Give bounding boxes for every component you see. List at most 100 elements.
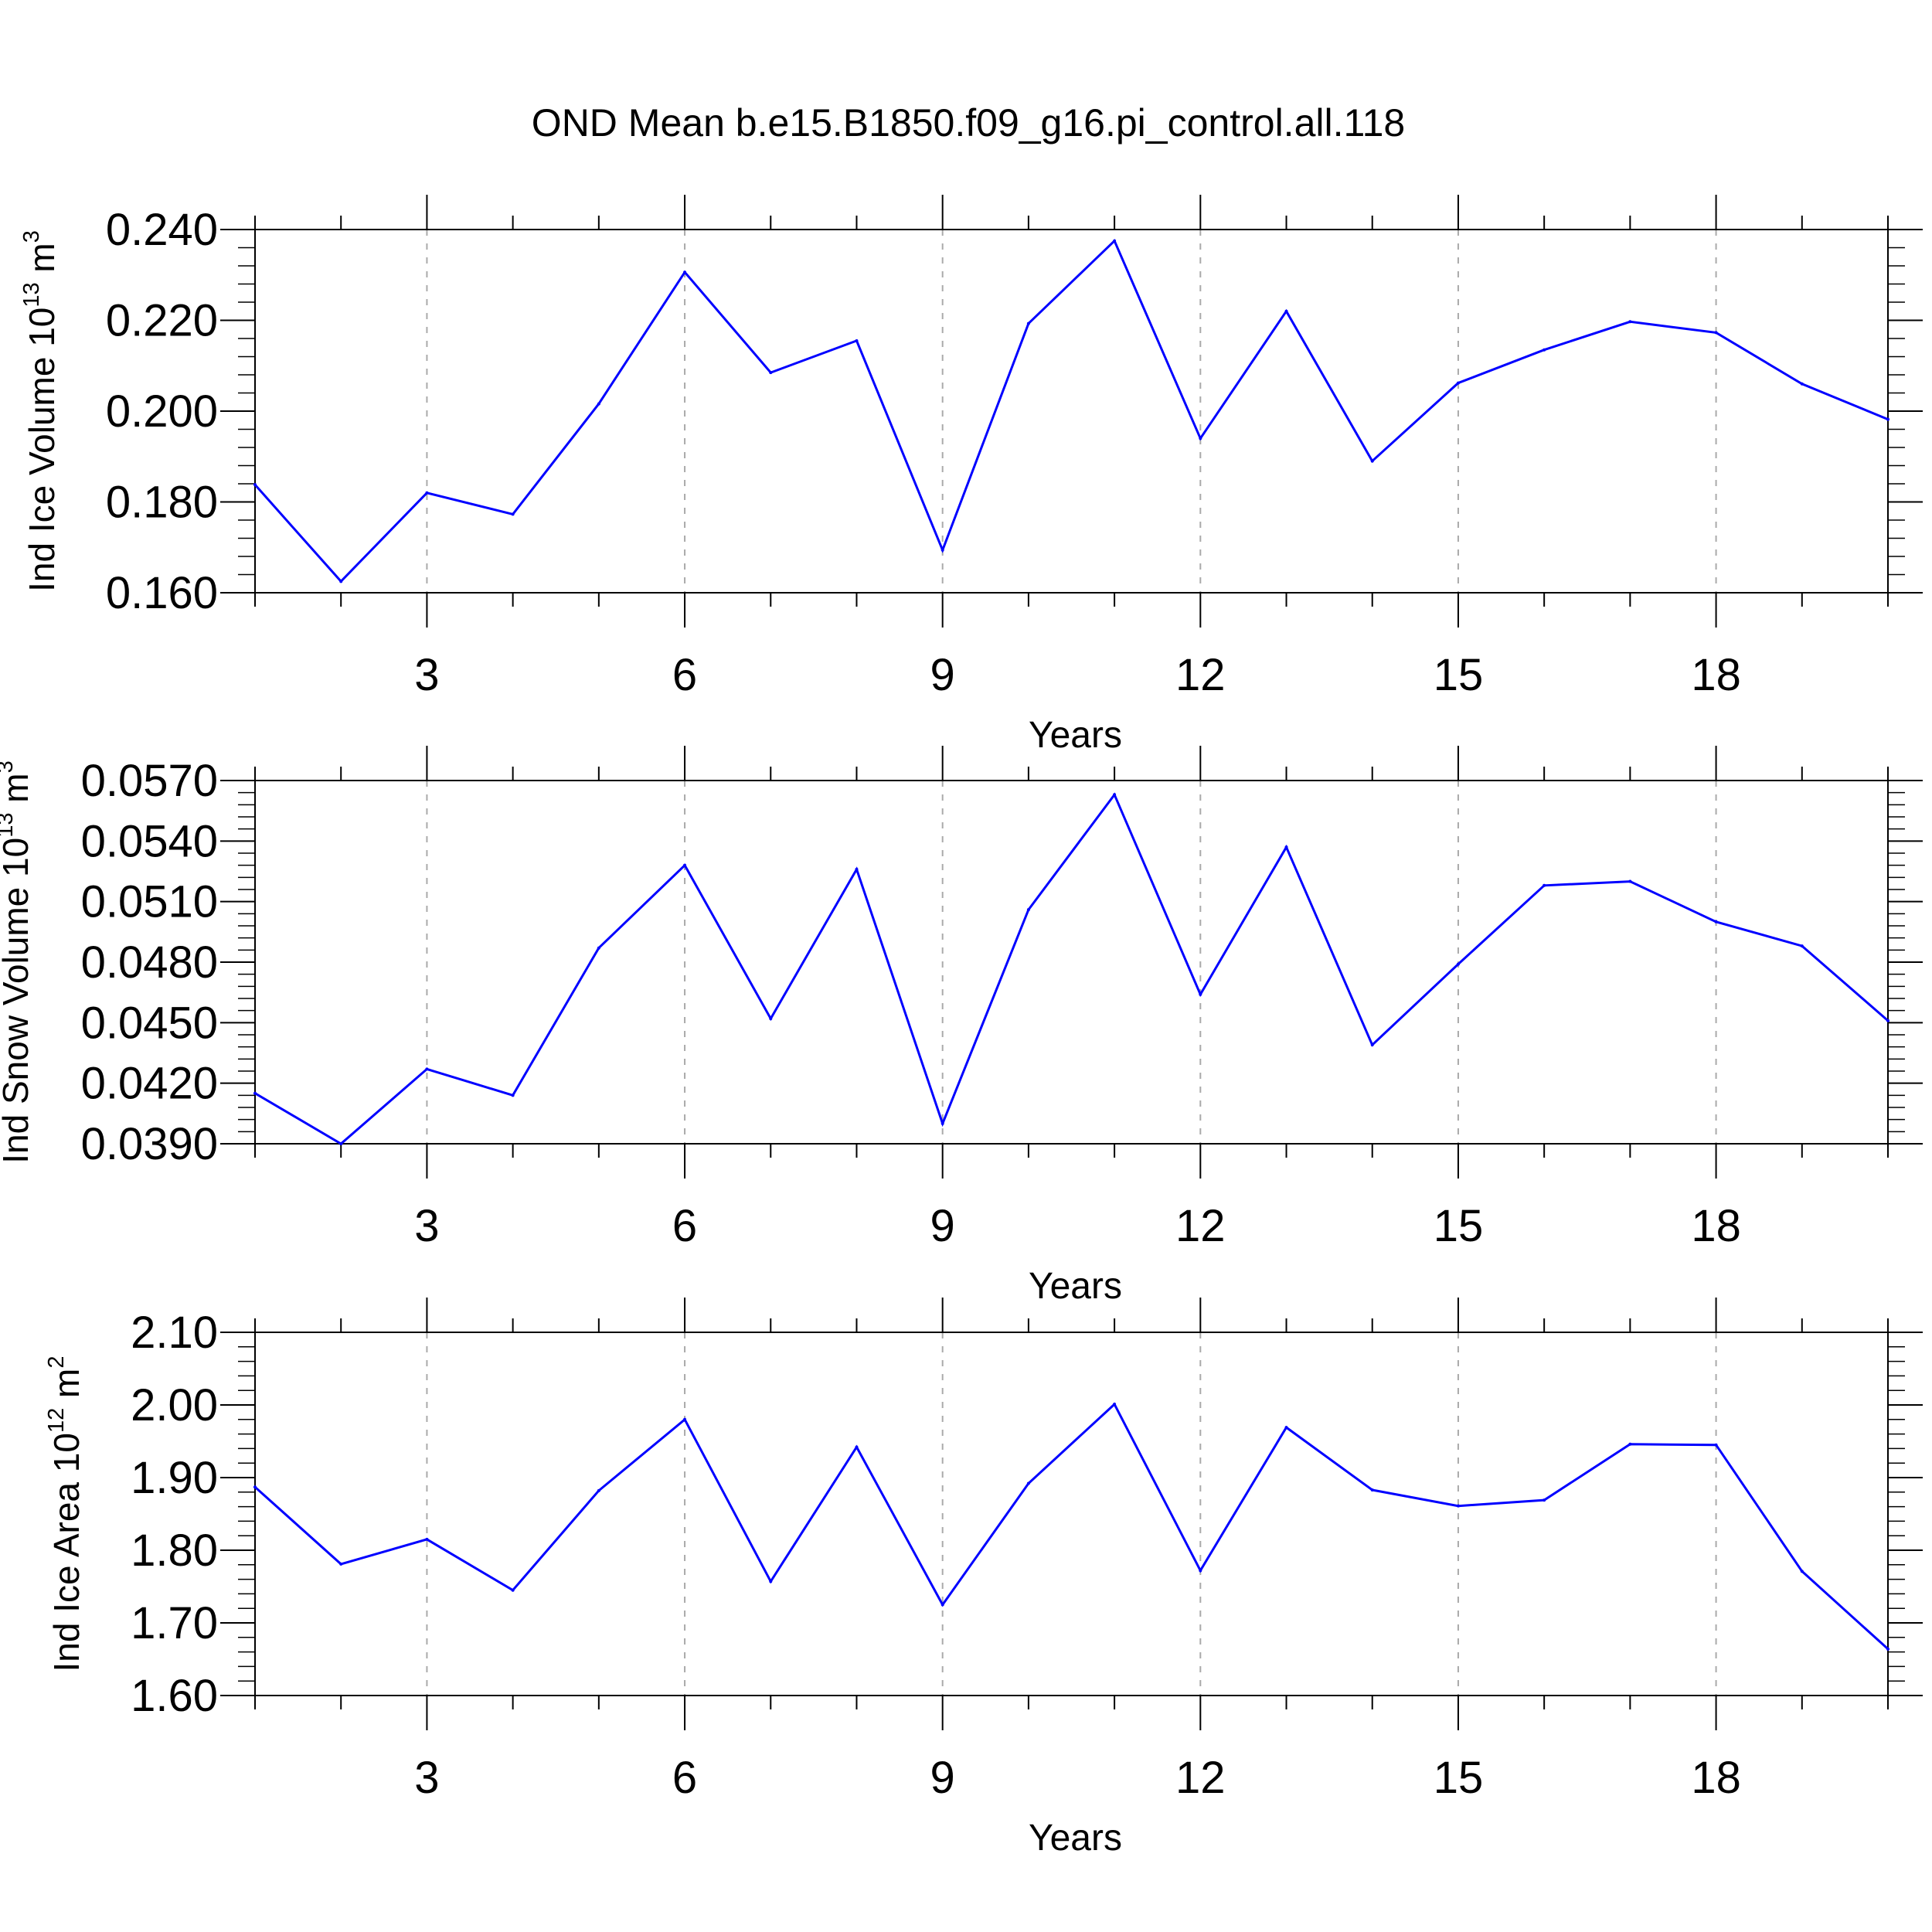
data-point <box>1628 1442 1632 1446</box>
data-point <box>253 1485 257 1489</box>
y-axis-label-unit: m <box>22 243 62 282</box>
data-point <box>1026 321 1030 325</box>
data-point <box>1370 1043 1374 1047</box>
data-point <box>597 402 600 406</box>
data-point <box>1800 382 1804 386</box>
data-point <box>339 1562 343 1566</box>
y-tick-label: 0.220 <box>106 296 218 346</box>
x-tick-label: 9 <box>930 1753 955 1803</box>
x-tick-label: 9 <box>930 1201 955 1251</box>
x-axis-label: Years <box>1029 1266 1122 1307</box>
y-tick-label: 0.240 <box>106 205 218 255</box>
data-point <box>1370 1488 1374 1492</box>
data-point <box>1199 437 1202 440</box>
x-tick-label: 6 <box>672 650 697 700</box>
data-point <box>1714 1443 1718 1447</box>
plot-frame <box>254 780 1889 1145</box>
data-point <box>1886 417 1889 421</box>
y-axis-label-unit-exponent: 3 <box>0 760 18 773</box>
data-point <box>1026 908 1030 912</box>
x-tick-label: 12 <box>1175 1753 1226 1803</box>
y-axis-label-unit-exponent: 2 <box>44 1356 69 1369</box>
data-point <box>1456 1504 1460 1508</box>
data-point <box>1886 1647 1889 1651</box>
chart-title: OND Mean b.e15.B1850.f09_g16.pi_control.… <box>532 101 1405 145</box>
y-tick-label: 0.200 <box>106 386 218 437</box>
y-axis-label: Ind Snow Volume 1013 m3 <box>0 760 36 1163</box>
data-point <box>1800 1570 1804 1573</box>
y-axis-label: Ind Ice Volume 1013 m3 <box>19 230 62 592</box>
x-tick-label: 18 <box>1691 1753 1741 1803</box>
data-point <box>683 270 687 274</box>
data-point <box>1284 309 1288 313</box>
y-tick-label: 0.0390 <box>81 1119 218 1169</box>
y-tick-label: 1.90 <box>131 1453 218 1503</box>
y-tick-label: 1.70 <box>131 1598 218 1648</box>
y-axis-label-exponent: 13 <box>0 813 18 838</box>
data-point <box>253 483 257 487</box>
y-axis-label-text: Ind Snow Volume 10 <box>0 838 36 1164</box>
y-tick-label: 0.0510 <box>81 877 218 927</box>
y-tick-label: 0.160 <box>106 568 218 618</box>
y-axis-label-unit: m <box>46 1369 87 1408</box>
y-tick-label: 1.60 <box>131 1671 218 1721</box>
series-line <box>254 792 1889 1145</box>
data-point <box>940 548 944 552</box>
data-point <box>1026 1481 1030 1485</box>
x-tick-label: 3 <box>414 650 439 700</box>
data-point <box>511 1094 515 1097</box>
data-point <box>425 1537 429 1541</box>
data-point <box>1543 883 1546 887</box>
data-point <box>769 371 773 375</box>
y-axis-label-exponent: 12 <box>44 1408 69 1433</box>
x-tick-label: 15 <box>1434 1753 1484 1803</box>
y-tick-label: 0.0570 <box>81 756 218 806</box>
y-axis-label-text: Ind Ice Volume 10 <box>22 308 62 592</box>
data-point <box>940 1603 944 1607</box>
x-axis-label: Years <box>1029 1818 1122 1859</box>
data-point <box>855 867 859 871</box>
y-tick-label: 0.0450 <box>81 998 218 1048</box>
x-tick-label: 6 <box>672 1753 697 1803</box>
data-point <box>253 1091 257 1095</box>
data-point <box>1113 793 1117 797</box>
data-point <box>683 863 687 867</box>
chart-panels: 0.160 0.180 0.200 0.220 0.240 3 6 9 12 15 18 Years I… <box>0 195 1923 1859</box>
y-tick-label: 0.0480 <box>81 937 218 988</box>
data-point <box>1886 1019 1889 1022</box>
series-line <box>253 1402 1889 1650</box>
x-tick-label: 12 <box>1175 650 1226 700</box>
y-axis-label: Ind Ice Area 1012 m2 <box>44 1356 87 1672</box>
chart-panel-3: 1.60 1.70 1.80 1.90 2.00 2.10 3 6 9 12 15 18 Years In… <box>44 1298 1923 1859</box>
chart-panel-2: 0.0390 0.0420 0.0450 0.0480 0.0510 0.0540 0.05… <box>0 746 1923 1307</box>
x-tick-label: 3 <box>414 1753 439 1803</box>
data-point <box>1284 845 1288 849</box>
y-tick-label: 2.00 <box>131 1380 218 1430</box>
data-point <box>425 1067 429 1071</box>
x-axis-label: Years <box>1029 715 1122 756</box>
data-point <box>339 580 343 583</box>
data-point <box>1456 962 1460 966</box>
data-point <box>339 1142 343 1145</box>
data-point <box>511 1588 515 1592</box>
plot-frame <box>254 229 1889 594</box>
y-tick-label: 0.0420 <box>81 1059 218 1109</box>
data-point <box>683 1417 687 1421</box>
data-point <box>940 1121 944 1125</box>
data-point <box>425 491 429 495</box>
data-point <box>769 1580 773 1583</box>
y-axis-label-exponent: 13 <box>19 282 44 307</box>
data-point <box>1628 879 1632 883</box>
chart-panel-1: 0.160 0.180 0.200 0.220 0.240 3 6 9 12 15 18 Years I… <box>19 195 1923 756</box>
data-point <box>1714 331 1718 335</box>
x-tick-label: 9 <box>930 650 955 700</box>
y-tick-label: 0.0540 <box>81 816 218 866</box>
data-point <box>1113 239 1117 243</box>
y-axis-label-unit-exponent: 3 <box>19 230 44 243</box>
y-axis-label-text: Ind Ice Area 10 <box>46 1433 87 1672</box>
data-point <box>1543 348 1546 352</box>
plot-frame <box>254 1332 1889 1696</box>
data-point <box>1284 1426 1288 1430</box>
x-tick-label: 18 <box>1691 650 1741 700</box>
